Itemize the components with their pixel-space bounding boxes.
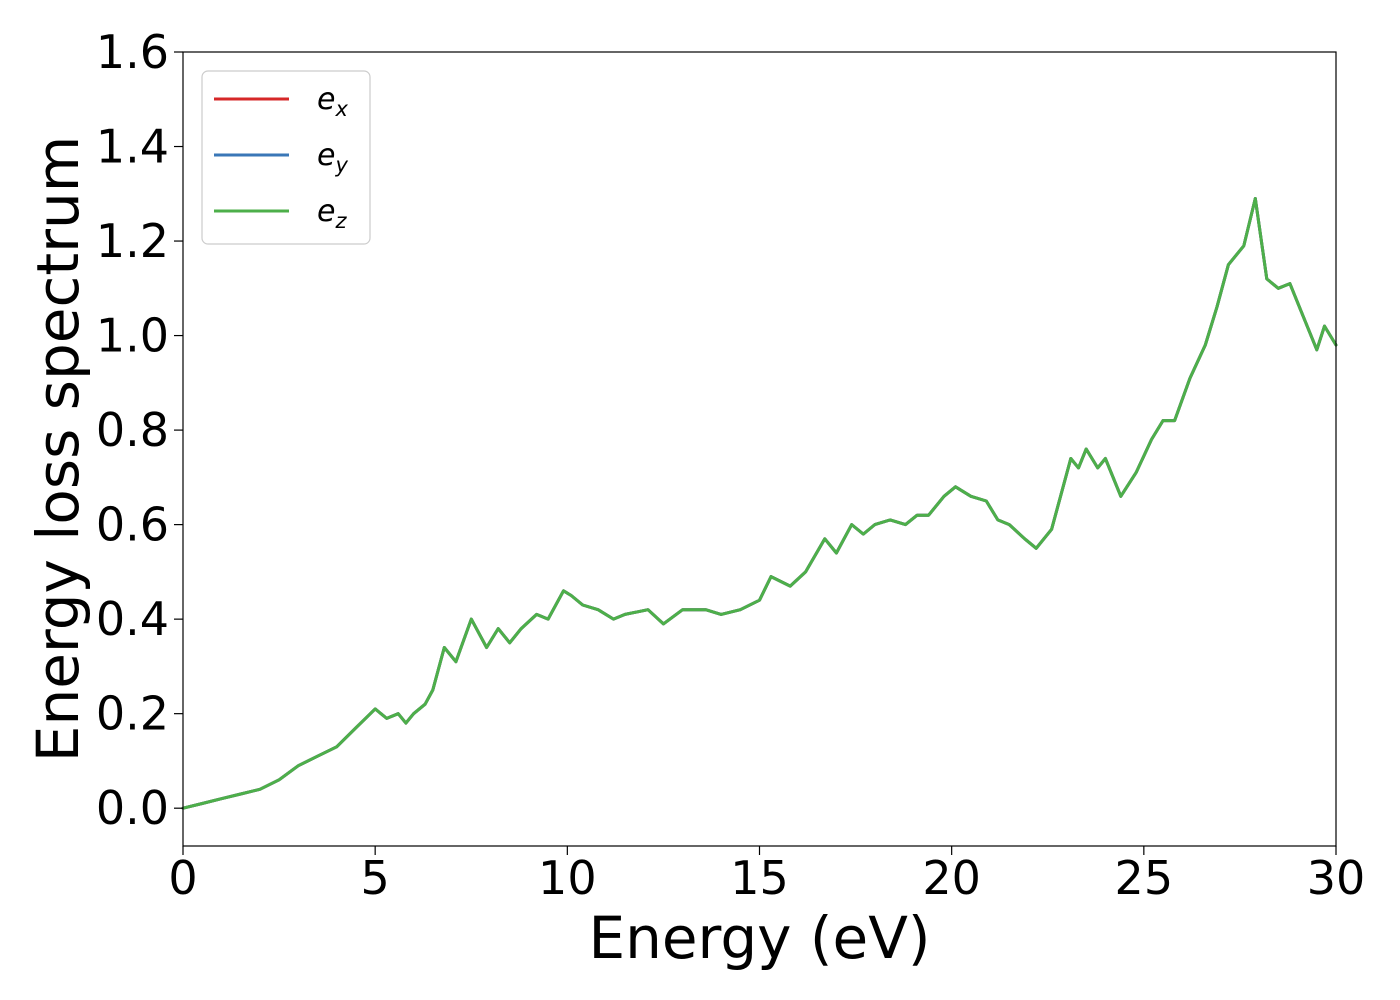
y-tick-label: 1.0 <box>96 309 169 363</box>
series-line-ez <box>181 197 1338 810</box>
x-tick-label: 30 <box>1307 851 1366 905</box>
legend-entry-subscript: z <box>334 209 347 233</box>
x-axis-ticks: 0 5 10 15 20 25 30 <box>168 846 1365 905</box>
y-tick-label: 1.6 <box>96 25 169 79</box>
x-tick-label: 5 <box>361 851 390 905</box>
y-axis-title: Energy loss spectrum <box>24 136 92 762</box>
y-tick-label: 0.4 <box>96 592 169 646</box>
y-axis-ticks: 0.0 0.2 0.4 0.6 0.8 1.0 1.2 1.4 1.6 <box>96 25 183 835</box>
legend-entry-subscript: x <box>334 97 348 121</box>
y-tick-label: 1.4 <box>96 120 169 174</box>
y-tick-label: 0.6 <box>96 498 169 552</box>
y-tick-label: 0.8 <box>96 403 169 457</box>
x-tick-label: 0 <box>168 851 197 905</box>
series-layer <box>181 197 1338 810</box>
legend-box <box>201 70 371 245</box>
x-tick-label: 15 <box>730 851 789 905</box>
y-tick-label: 0.2 <box>96 687 169 741</box>
x-tick-label: 25 <box>1115 851 1174 905</box>
x-axis-title: Energy (eV) <box>588 904 930 972</box>
x-tick-label: 10 <box>538 851 597 905</box>
y-tick-label: 1.2 <box>96 214 169 268</box>
legend-entry-subscript: y <box>334 153 348 177</box>
y-tick-label: 0.0 <box>96 781 169 835</box>
x-tick-label: 20 <box>922 851 981 905</box>
legend-entry-label: ex <box>317 82 348 121</box>
